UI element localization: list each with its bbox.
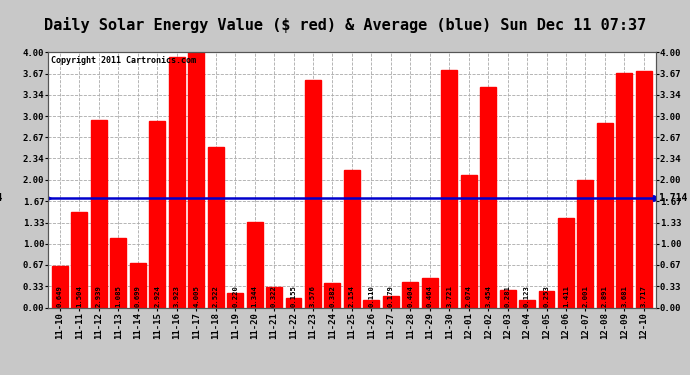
- Bar: [422, 278, 437, 308]
- Bar: [110, 238, 126, 308]
- Text: 0.155: 0.155: [290, 285, 297, 307]
- Text: 1.411: 1.411: [563, 285, 569, 307]
- Text: 1.344: 1.344: [252, 285, 257, 307]
- Bar: [52, 266, 68, 308]
- Text: 3.923: 3.923: [174, 285, 180, 307]
- Bar: [130, 263, 146, 308]
- Text: 3.576: 3.576: [310, 285, 316, 307]
- Bar: [383, 296, 399, 307]
- Text: 1.085: 1.085: [115, 285, 121, 307]
- Bar: [636, 70, 652, 308]
- Text: 3.681: 3.681: [622, 285, 627, 307]
- Bar: [91, 120, 107, 308]
- Bar: [324, 283, 340, 308]
- Text: 2.154: 2.154: [349, 285, 355, 307]
- Bar: [402, 282, 418, 308]
- Text: 2.939: 2.939: [96, 285, 102, 307]
- Text: 0.220: 0.220: [232, 285, 238, 307]
- Bar: [169, 57, 185, 308]
- Text: 0.464: 0.464: [426, 285, 433, 307]
- Text: 2.891: 2.891: [602, 285, 608, 307]
- Bar: [519, 300, 535, 307]
- Text: 4.005: 4.005: [193, 285, 199, 307]
- Text: Daily Solar Energy Value ($ red) & Average (blue) Sun Dec 11 07:37: Daily Solar Energy Value ($ red) & Avera…: [44, 17, 646, 33]
- Bar: [344, 170, 360, 308]
- Bar: [558, 217, 574, 308]
- Text: 2.001: 2.001: [582, 285, 589, 307]
- Text: 1.714: 1.714: [658, 193, 688, 203]
- Text: 0.123: 0.123: [524, 285, 530, 307]
- Bar: [208, 147, 224, 308]
- Bar: [441, 70, 457, 308]
- Text: 2.522: 2.522: [213, 285, 219, 307]
- Text: 2.924: 2.924: [155, 285, 160, 307]
- Text: 0.404: 0.404: [407, 285, 413, 307]
- Bar: [246, 222, 263, 308]
- Text: 0.253: 0.253: [544, 285, 549, 307]
- Text: 1.504: 1.504: [77, 285, 82, 307]
- Text: 2.074: 2.074: [466, 285, 472, 307]
- Bar: [286, 298, 302, 307]
- Bar: [364, 300, 380, 307]
- Bar: [578, 180, 593, 308]
- Bar: [538, 291, 555, 308]
- Bar: [305, 80, 321, 308]
- Bar: [616, 73, 632, 308]
- Text: 3.721: 3.721: [446, 285, 452, 307]
- Bar: [461, 175, 477, 308]
- Text: 1.714: 1.714: [0, 193, 3, 203]
- Bar: [149, 121, 166, 308]
- Text: 0.281: 0.281: [504, 285, 511, 307]
- Text: 0.699: 0.699: [135, 285, 141, 307]
- Text: 0.179: 0.179: [388, 285, 394, 307]
- Text: 0.110: 0.110: [368, 285, 375, 307]
- Bar: [597, 123, 613, 308]
- Text: 3.717: 3.717: [641, 285, 647, 307]
- Text: 3.454: 3.454: [485, 285, 491, 307]
- Bar: [227, 294, 243, 308]
- Bar: [72, 211, 88, 308]
- Text: Copyright 2011 Cartronics.com: Copyright 2011 Cartronics.com: [51, 56, 197, 65]
- Bar: [500, 290, 515, 308]
- Bar: [266, 287, 282, 308]
- Text: 0.649: 0.649: [57, 285, 63, 307]
- Bar: [480, 87, 496, 308]
- Text: 0.382: 0.382: [329, 285, 335, 307]
- Bar: [188, 52, 204, 308]
- Text: 0.322: 0.322: [271, 285, 277, 307]
